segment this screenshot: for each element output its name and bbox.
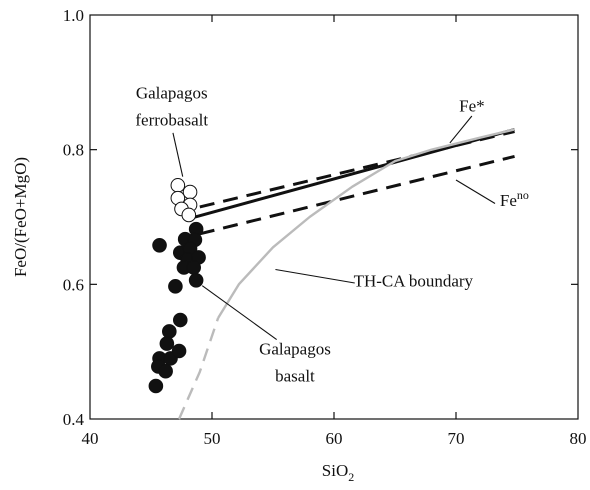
annotation-basalt-line2: basalt — [275, 366, 315, 385]
annotations: Galapagos ferrobasalt Fe* TH-CA boundary Gal… — [135, 83, 529, 385]
basalt-point — [171, 343, 187, 359]
basalt-leader — [201, 285, 277, 340]
basalt-point — [148, 378, 164, 394]
x-tick-label: 80 — [570, 429, 587, 448]
basalt-point — [172, 312, 188, 328]
x-tick-label: 60 — [326, 429, 343, 448]
annotation-th-ca: TH-CA boundary — [354, 271, 474, 290]
th-ca-leader — [275, 268, 355, 284]
fe-no-superscript: no — [517, 188, 529, 202]
basalt-point — [158, 363, 173, 379]
y-axis-label: FeO/(FeO+MgO) — [11, 157, 30, 277]
y-tick-labels: 0.4 0.6 0.8 1.0 — [63, 6, 85, 429]
data-points — [148, 178, 206, 394]
x-tick-label: 40 — [82, 429, 99, 448]
x-axis-label: SiO2 — [322, 461, 354, 484]
fe-no-leader — [455, 179, 496, 205]
annotation-fe-no: Feno — [500, 188, 529, 210]
y-tick-label: 0.6 — [63, 275, 84, 294]
basalt-point — [168, 279, 183, 294]
y-tick-label: 1.0 — [63, 6, 84, 25]
series-line-fe-no — [199, 154, 515, 236]
axis-ticks — [90, 15, 578, 419]
annotation-leaders — [172, 115, 496, 340]
annotation-fe-star: Fe* — [459, 96, 485, 115]
fe-no-base: Fe — [500, 191, 517, 210]
annotation-ferrobasalt-line2: ferrobasalt — [135, 110, 208, 129]
basalt-point — [152, 237, 167, 253]
x-tick-labels: 40 50 60 70 80 — [82, 429, 587, 448]
basalt-point — [159, 336, 175, 351]
series-lines — [177, 128, 515, 420]
fe-star-leader — [449, 115, 473, 144]
ferrobasalt-leader — [172, 132, 184, 177]
series-line-fe-upper-dashed — [199, 130, 515, 209]
ferrobasalt-point — [181, 207, 197, 223]
x-tick-label: 50 — [204, 429, 221, 448]
x-tick-label: 70 — [448, 429, 465, 448]
ferrobasalt-point — [182, 184, 198, 200]
basalt-point — [162, 324, 177, 339]
series-line-th-ca-boundary — [217, 128, 515, 319]
ferrobasalt-point — [170, 178, 186, 193]
series-line-th-ca-boundary-extension — [177, 317, 220, 420]
x-axis-label-base: SiO — [322, 461, 348, 480]
basalt-point — [186, 260, 201, 275]
annotation-basalt-line1: Galapagos — [259, 339, 331, 358]
annotation-ferrobasalt-line1: Galapagos — [136, 83, 208, 102]
y-tick-label: 0.4 — [63, 410, 85, 429]
x-axis-label-subscript: 2 — [348, 470, 354, 484]
basalt-point — [188, 272, 204, 288]
y-tick-label: 0.8 — [63, 141, 84, 160]
